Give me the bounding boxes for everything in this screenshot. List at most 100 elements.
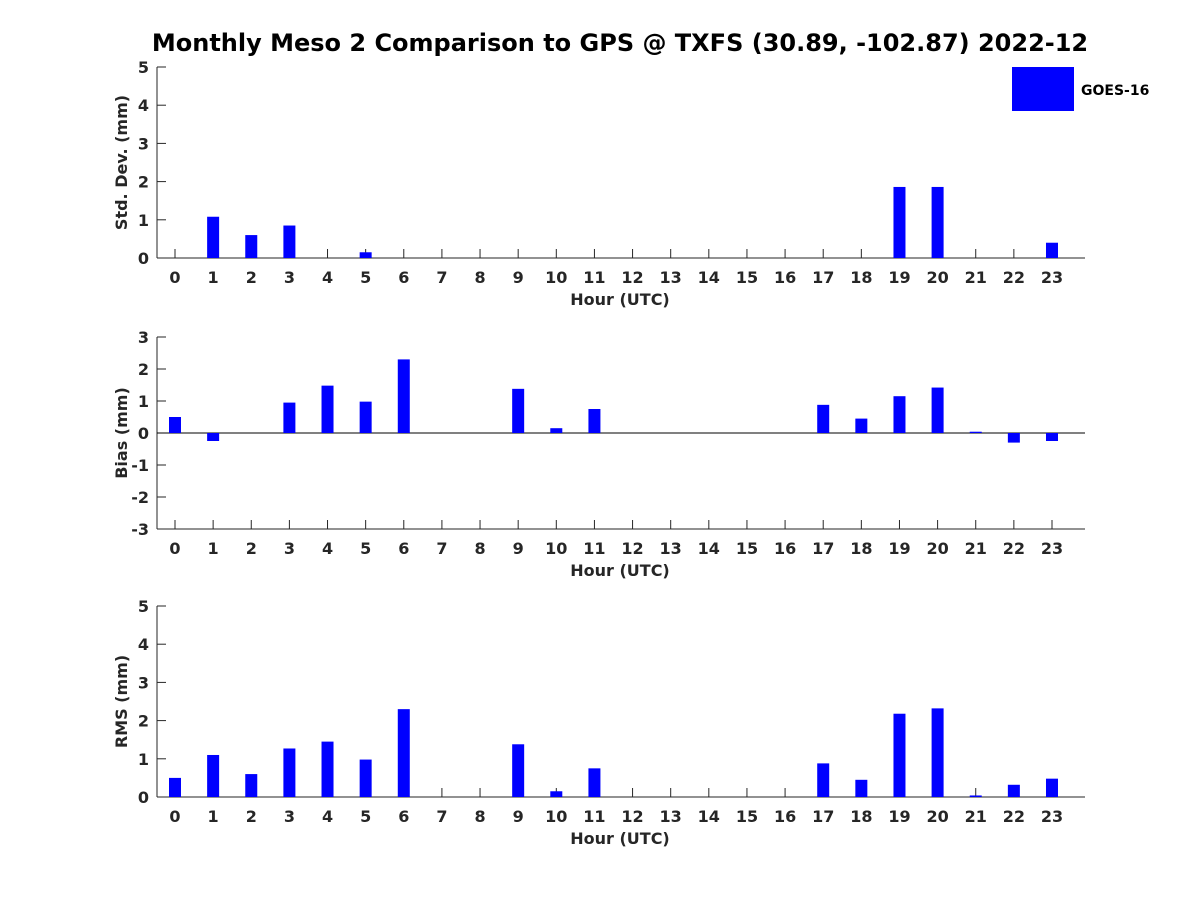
x-tick-label: 8 — [474, 268, 485, 287]
bar-hour-5 — [359, 401, 372, 433]
x-tick-label: 13 — [660, 539, 682, 558]
bar-hour-21 — [969, 431, 982, 433]
x-tick-label: 0 — [169, 268, 180, 287]
x-tick-label: 2 — [246, 807, 257, 826]
x-tick-label: 15 — [736, 539, 758, 558]
x-tick-label: 2 — [246, 539, 257, 558]
x-tick-label: 5 — [360, 807, 371, 826]
y-axis-label: RMS (mm) — [112, 655, 131, 748]
y-tick-label: 2 — [138, 173, 149, 192]
y-tick-label: 3 — [138, 134, 149, 153]
x-tick-label: 6 — [398, 268, 409, 287]
x-tick-label: 18 — [850, 539, 872, 558]
x-tick-label: 10 — [545, 268, 567, 287]
x-tick-label: 16 — [774, 807, 796, 826]
x-tick-label: 21 — [965, 268, 987, 287]
y-tick-label: 4 — [138, 635, 149, 654]
y-tick-label: 0 — [138, 424, 149, 443]
y-tick-label: 0 — [138, 249, 149, 268]
y-tick-label: 2 — [138, 712, 149, 731]
x-tick-label: 10 — [545, 539, 567, 558]
x-tick-label: 7 — [436, 268, 447, 287]
x-tick-label: 21 — [965, 807, 987, 826]
bar-hour-9 — [512, 744, 525, 797]
bar-hour-17 — [817, 763, 830, 797]
bar-hour-9 — [512, 388, 525, 433]
x-tick-label: 7 — [436, 539, 447, 558]
y-tick-label: 4 — [138, 96, 149, 115]
bar-hour-4 — [321, 385, 334, 433]
bar-hour-23 — [1045, 242, 1058, 258]
x-tick-label: 14 — [698, 807, 720, 826]
x-tick-label: 0 — [169, 807, 180, 826]
chart-title: Monthly Meso 2 Comparison to GPS @ TXFS … — [151, 29, 1089, 57]
x-tick-label: 16 — [774, 539, 796, 558]
x-tick-label: 18 — [850, 807, 872, 826]
bar-hour-2 — [245, 235, 258, 258]
bar-hour-2 — [245, 774, 258, 797]
x-tick-label: 20 — [926, 268, 948, 287]
y-tick-label: 1 — [138, 392, 149, 411]
y-axis-label: Bias (mm) — [112, 387, 131, 479]
x-tick-label: 17 — [812, 268, 834, 287]
bar-hour-5 — [359, 252, 372, 258]
x-tick-label: 6 — [398, 807, 409, 826]
y-tick-label: 3 — [138, 328, 149, 347]
bar-hour-10 — [550, 428, 563, 433]
bar-hour-4 — [321, 741, 334, 797]
x-tick-label: 19 — [888, 539, 910, 558]
x-tick-label: 21 — [965, 539, 987, 558]
x-tick-label: 9 — [513, 268, 524, 287]
bar-hour-1 — [207, 433, 220, 441]
x-tick-label: 1 — [208, 268, 219, 287]
bar-hour-18 — [855, 418, 868, 433]
bar-hour-23 — [1045, 778, 1058, 797]
y-tick-label: -2 — [131, 488, 149, 507]
x-tick-label: 3 — [284, 539, 295, 558]
y-tick-label: 5 — [138, 597, 149, 616]
y-tick-label: 2 — [138, 360, 149, 379]
bar-hour-6 — [397, 359, 410, 433]
bar-hour-0 — [169, 777, 181, 797]
x-tick-label: 20 — [926, 539, 948, 558]
x-tick-label: 23 — [1041, 539, 1063, 558]
x-tick-label: 0 — [169, 539, 180, 558]
legend: GOES-16 — [1012, 67, 1149, 111]
bar-hour-0 — [169, 417, 181, 433]
x-tick-label: 17 — [812, 539, 834, 558]
x-tick-label: 22 — [1003, 539, 1025, 558]
x-tick-label: 20 — [926, 807, 948, 826]
bar-hour-3 — [283, 225, 296, 258]
x-axis-label: Hour (UTC) — [570, 561, 670, 580]
bar-hour-5 — [359, 759, 372, 797]
bar-hour-19 — [893, 713, 906, 797]
bar-hour-1 — [207, 754, 220, 797]
bar-hour-6 — [397, 709, 410, 797]
x-tick-label: 9 — [513, 539, 524, 558]
x-tick-label: 12 — [621, 807, 643, 826]
x-tick-label: 3 — [284, 807, 295, 826]
bar-hour-22 — [1007, 784, 1020, 797]
bar-hour-19 — [893, 186, 906, 258]
x-tick-label: 18 — [850, 268, 872, 287]
x-tick-label: 23 — [1041, 807, 1063, 826]
bar-hour-22 — [1007, 433, 1020, 443]
bar-hour-20 — [931, 387, 944, 433]
y-tick-label: 0 — [138, 788, 149, 807]
x-tick-label: 13 — [660, 268, 682, 287]
legend-swatch-goes-16 — [1012, 67, 1074, 111]
x-tick-label: 19 — [888, 807, 910, 826]
x-tick-label: 8 — [474, 807, 485, 826]
bar-hour-3 — [283, 748, 296, 797]
x-axis-label: Hour (UTC) — [570, 829, 670, 848]
x-tick-label: 11 — [583, 807, 605, 826]
x-tick-label: 11 — [583, 539, 605, 558]
bar-hour-10 — [550, 791, 563, 797]
x-tick-label: 9 — [513, 807, 524, 826]
bar-hour-20 — [931, 708, 944, 797]
x-tick-label: 17 — [812, 807, 834, 826]
